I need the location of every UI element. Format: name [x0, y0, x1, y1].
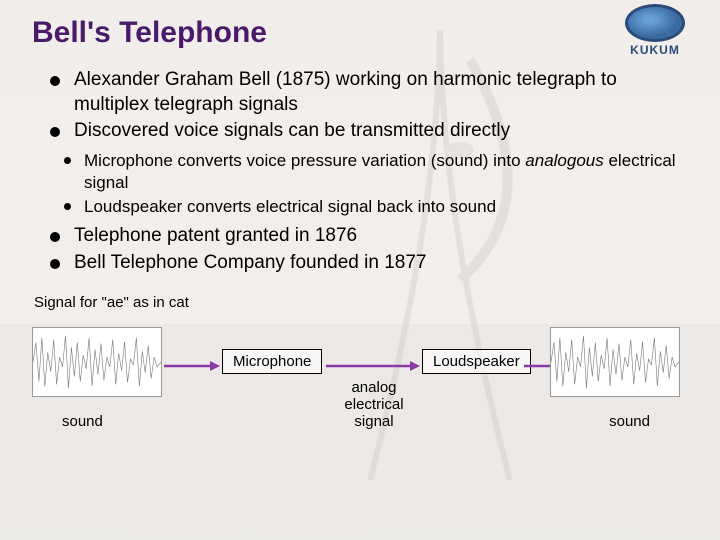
- waveform-left: [32, 327, 162, 397]
- bullet-item: Bell Telephone Company founded in 1877: [50, 251, 688, 276]
- box-label: Microphone: [233, 353, 311, 370]
- signal-diagram: Microphone Loudspeaker sound: [32, 323, 688, 453]
- text-run: Microphone converts voice pressure varia…: [84, 151, 525, 170]
- microphone-box: Microphone: [222, 349, 322, 374]
- bullet-item: Telephone patent granted in 1876: [50, 224, 688, 249]
- waveform-right: [550, 327, 680, 397]
- signal-caption: Signal for "ae" as in cat: [34, 294, 688, 311]
- emphasis: analogous: [525, 151, 603, 170]
- sub-bullet-list: Microphone converts voice pressure varia…: [32, 150, 688, 218]
- logo-mark: [625, 4, 685, 42]
- sub-bullet-item: Microphone converts voice pressure varia…: [64, 150, 688, 194]
- sub-bullet-item: Loudspeaker converts electrical signal b…: [64, 196, 688, 218]
- bullet-list: Alexander Graham Bell (1875) working on …: [32, 68, 688, 144]
- logo: KUKUM: [610, 4, 700, 59]
- loudspeaker-box: Loudspeaker: [422, 349, 531, 374]
- slide-title: Bell's Telephone: [32, 16, 688, 50]
- bullet-list: Telephone patent granted in 1876 Bell Te…: [32, 224, 688, 275]
- logo-text: KUKUM: [610, 43, 700, 57]
- slide-content: Bell's Telephone Alexander Graham Bell (…: [0, 0, 720, 453]
- bullet-item: Alexander Graham Bell (1875) working on …: [50, 68, 688, 117]
- sound-label-left: sound: [62, 413, 103, 430]
- sound-label-right: sound: [609, 413, 650, 430]
- bullet-item: Discovered voice signals can be transmit…: [50, 119, 688, 144]
- box-label: Loudspeaker: [433, 353, 520, 370]
- analog-label: analog electrical signal: [334, 379, 414, 431]
